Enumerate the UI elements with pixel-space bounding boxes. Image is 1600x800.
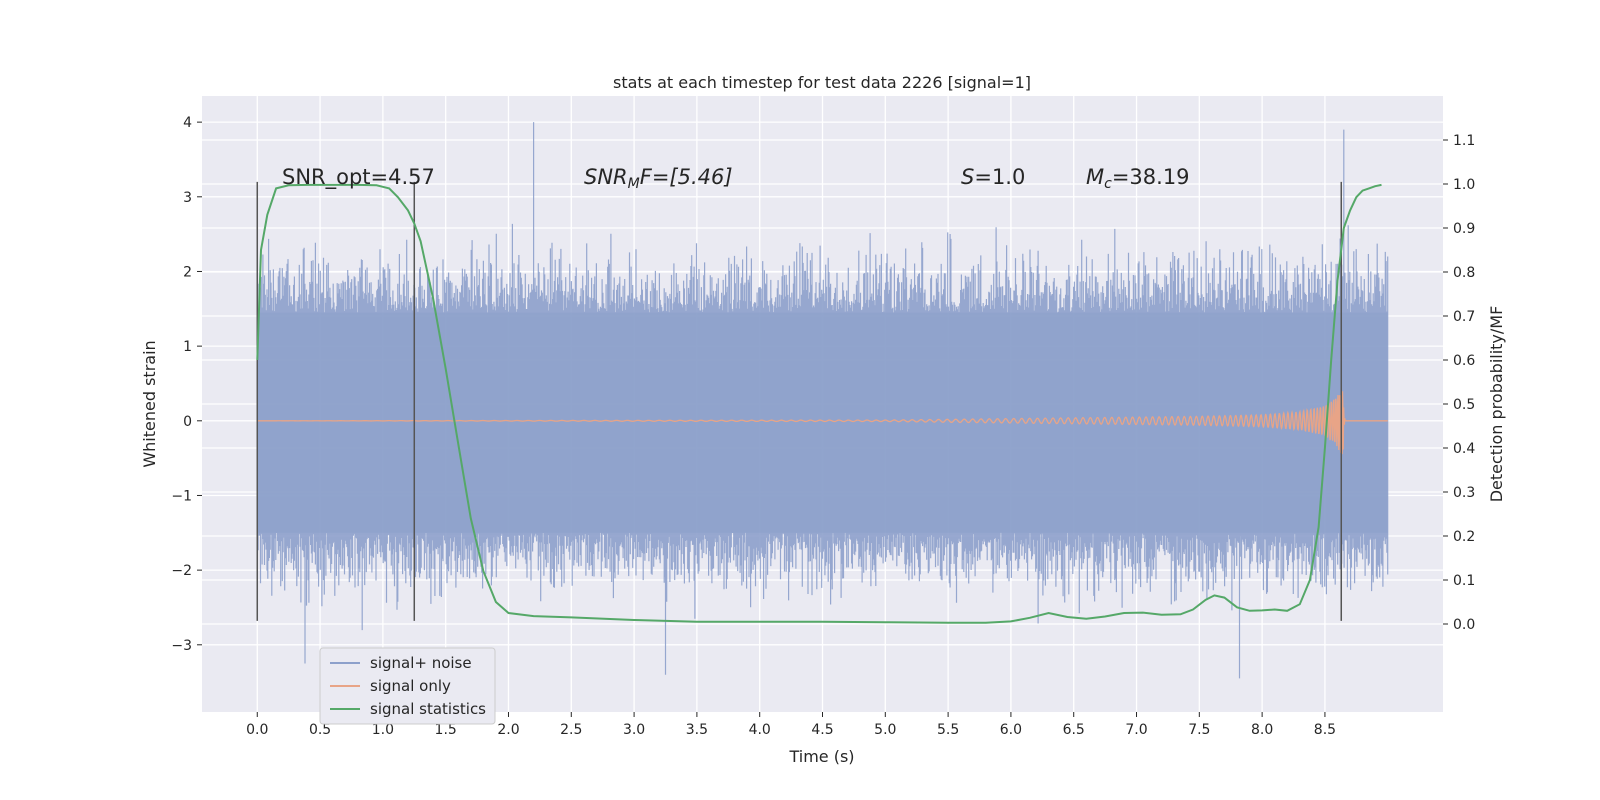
legend: signal+ noise signal only signal statist… (319, 647, 496, 725)
annotation-mc: Mc=38.19 (1086, 165, 1190, 192)
annotation-s-value: =1.0 (974, 165, 1025, 189)
y-left-tick-label: 0 (183, 414, 192, 430)
annotation-mc-symbol: M (1086, 165, 1104, 189)
series-signal-statistics (256, 183, 1382, 624)
legend-label-noise: signal+ noise (370, 654, 472, 672)
x-tick-label: 5.0 (874, 722, 896, 738)
y-right-tick-label: 1.1 (1453, 133, 1475, 149)
y-axis-right-label: Detection probability/MF (1487, 306, 1506, 503)
annotation-s: S=1.0 (961, 165, 1025, 189)
annotation-snr-mf-f: F=[5.46] (640, 165, 733, 189)
x-tick-label: 3.5 (686, 722, 708, 738)
x-tick-label: 3.0 (623, 722, 645, 738)
signal-statistics-line (256, 183, 1382, 624)
y-left-tick-label: 2 (183, 264, 192, 280)
y-right-tick-label: 0.8 (1453, 265, 1475, 281)
x-tick-label: 8.5 (1314, 722, 1336, 738)
y-axis-right-ticks: 0.0 0.1 0.2 0.3 0.4 0.5 0.6 0.7 0.8 0.9 1.0 1.1 (1443, 133, 1475, 633)
y-left-tick-label: 4 (183, 115, 192, 131)
x-tick-label: 5.5 (937, 722, 959, 738)
y-left-tick-label: 3 (183, 190, 192, 206)
y-axis-left-ticks: −3 −2 −1 0 1 2 3 4 (171, 115, 202, 654)
x-tick-label: 0.0 (246, 722, 268, 738)
x-tick-label: 2.0 (497, 722, 519, 738)
y-right-tick-label: 0.9 (1453, 221, 1475, 237)
x-tick-label: 8.0 (1251, 722, 1273, 738)
legend-box (319, 647, 496, 725)
x-tick-label: 1.5 (435, 722, 457, 738)
x-tick-label: 7.5 (1188, 722, 1210, 738)
x-tick-label: 2.5 (560, 722, 582, 738)
x-tick-label: 4.0 (749, 722, 771, 738)
annotation-snr-mf: SNRMF=[5.46] (584, 165, 733, 192)
x-tick-label: 0.5 (309, 722, 331, 738)
x-tick-label: 7.0 (1125, 722, 1147, 738)
signal-only-trace (257, 385, 1388, 455)
y-left-tick-label: −3 (171, 638, 192, 654)
series-signal-plus-noise (256, 122, 1389, 679)
y-left-tick-label: −2 (171, 563, 192, 579)
noise-band (257, 312, 1388, 533)
x-tick-label: 6.5 (1063, 722, 1085, 738)
y-left-tick-label: 1 (183, 339, 192, 355)
x-tick-label: 4.5 (811, 722, 833, 738)
y-right-tick-label: 0.4 (1453, 441, 1475, 457)
y-left-tick-label: −1 (171, 488, 192, 504)
annotation-snr-opt: SNR_opt=4.57 (282, 165, 435, 190)
y-right-tick-label: 0.3 (1453, 485, 1475, 501)
chart-title: stats at each timestep for test data 222… (613, 73, 1031, 92)
x-axis-ticks: 0.0 0.5 1.0 1.5 2.0 2.5 3.0 3.5 4.0 4.5 5.0 5.5 6.0 6… (246, 712, 1336, 738)
y-right-tick-label: 1.0 (1453, 177, 1475, 193)
x-axis-label: Time (s) (788, 747, 854, 766)
annotation-snr-mf-sub: M (628, 176, 640, 192)
y-right-tick-label: 0.5 (1453, 397, 1475, 413)
annotation-s-symbol: S (961, 165, 974, 189)
y-right-tick-label: 0.6 (1453, 353, 1475, 369)
x-tick-label: 1.0 (372, 722, 394, 738)
y-right-tick-label: 0.0 (1453, 617, 1475, 633)
annotation-snr-mf-base: SNR (584, 165, 628, 189)
y-right-tick-label: 0.1 (1453, 573, 1475, 589)
annotation-mc-sub: c (1104, 176, 1112, 192)
y-axis-left-label: Whitened strain (140, 340, 159, 467)
x-tick-label: 6.0 (1000, 722, 1022, 738)
annotation-mc-value: =38.19 (1112, 165, 1190, 189)
series-signal-only (257, 385, 1388, 455)
annotations: SNR_opt=4.57 SNRMF=[5.46] S=1.0 Mc=38.19 (282, 165, 1190, 192)
y-right-tick-label: 0.7 (1453, 309, 1475, 325)
legend-label-stats: signal statistics (370, 700, 486, 718)
legend-label-signal: signal only (370, 677, 451, 695)
y-right-tick-label: 0.2 (1453, 529, 1475, 545)
